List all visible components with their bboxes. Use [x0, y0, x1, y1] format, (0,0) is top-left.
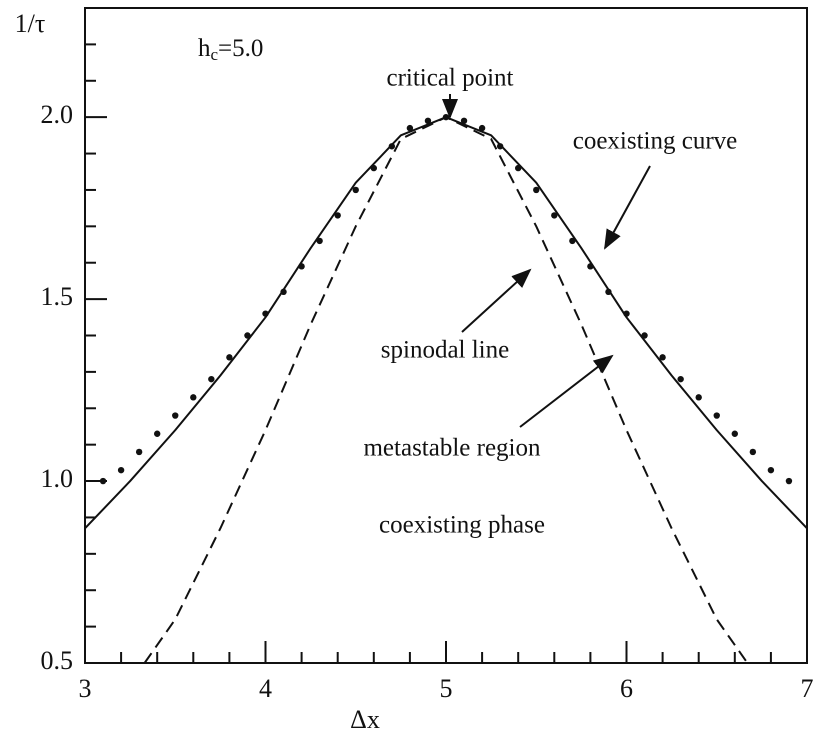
- data-point: [298, 263, 305, 270]
- data-point: [641, 332, 648, 339]
- data-point: [99, 477, 107, 485]
- data-point: [135, 448, 143, 456]
- data-point: [713, 412, 720, 419]
- hc-rest: =5.0: [218, 35, 263, 62]
- annotation: critical point: [386, 65, 513, 92]
- data-point: [569, 237, 576, 245]
- hc-main: h: [198, 35, 211, 62]
- data-point: [406, 124, 414, 132]
- data-point: [533, 186, 540, 194]
- data-point: [244, 332, 251, 339]
- data-point: [478, 124, 486, 132]
- arrow: [461, 268, 532, 333]
- data-point: [695, 394, 702, 401]
- data-point: [226, 354, 233, 361]
- data-point: [172, 412, 179, 419]
- y-tick-label: 1.0: [41, 464, 74, 493]
- x-tick-label: 7: [801, 674, 814, 703]
- arrow: [604, 165, 651, 250]
- x-tick-label: 5: [440, 674, 453, 703]
- y-axis-label: 1/τ: [15, 9, 46, 38]
- data-point: [515, 164, 522, 172]
- data-point: [785, 477, 793, 485]
- plot-frame: [84, 7, 808, 664]
- data-point: [370, 164, 377, 172]
- data-point: [424, 117, 432, 125]
- y-tick-label: 0.5: [41, 646, 74, 675]
- data-point: [551, 212, 558, 219]
- data-point: [117, 466, 125, 474]
- annotation: coexisting phase: [379, 512, 545, 539]
- x-axis-label: Δx: [350, 705, 380, 734]
- x-tick-label: 6: [620, 674, 633, 703]
- data-point: [623, 310, 630, 317]
- y-tick-label: 2.0: [41, 100, 74, 129]
- data-point: [154, 430, 161, 437]
- data-point: [316, 237, 323, 245]
- coexisting-curve: [84, 116, 808, 530]
- y-tick-label: 1.5: [41, 282, 74, 311]
- x-tick-label: 4: [259, 674, 272, 703]
- data-point: [208, 375, 215, 383]
- data-point: [496, 143, 504, 150]
- annotation: spinodal line: [381, 337, 509, 364]
- data-point: [731, 430, 738, 437]
- data-point: [677, 375, 684, 383]
- data-point: [587, 263, 594, 270]
- data-point: [388, 143, 396, 150]
- x-tick-label: 3: [79, 674, 92, 703]
- data-point: [749, 448, 757, 456]
- spinodal-line: [143, 116, 749, 664]
- data-point: [605, 288, 612, 296]
- arrow: [519, 354, 614, 428]
- data-point: [334, 212, 341, 219]
- data-point: [190, 394, 197, 401]
- data-point: [442, 113, 450, 121]
- data-point: [659, 354, 666, 361]
- annotation: coexisting curve: [573, 128, 738, 155]
- hc-label: hc=5.0: [198, 35, 263, 64]
- data-point: [352, 186, 359, 194]
- hc-sub: c: [211, 45, 219, 64]
- data-point: [262, 310, 269, 317]
- annotation: metastable region: [363, 435, 541, 462]
- data-point: [767, 466, 775, 474]
- data-point: [460, 117, 468, 125]
- data-point: [280, 288, 287, 296]
